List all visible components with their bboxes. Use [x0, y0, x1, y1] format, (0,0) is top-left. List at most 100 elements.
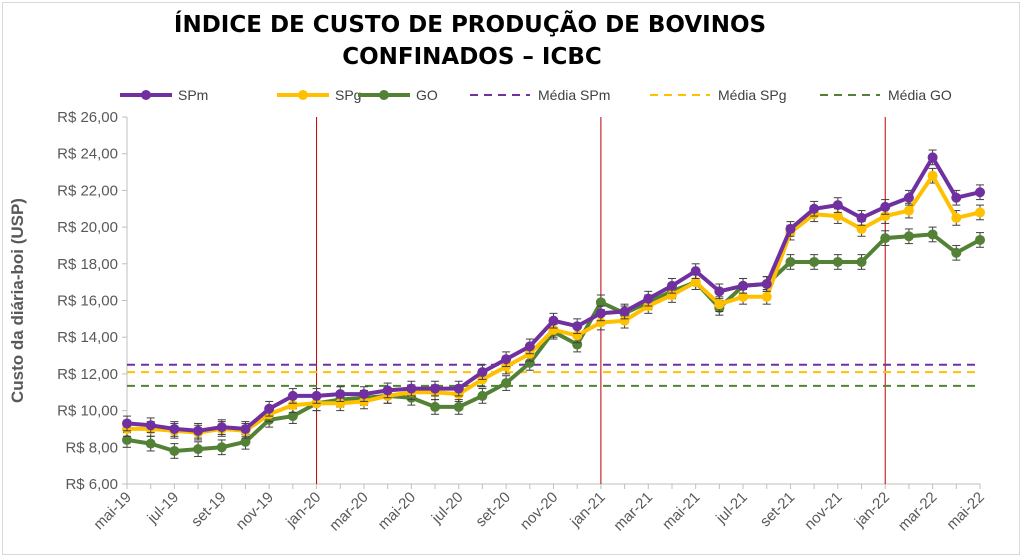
data-point-spm: [738, 280, 749, 291]
x-tick-label: jan-21: [567, 489, 609, 531]
data-point-go: [430, 401, 441, 412]
data-point-spm: [193, 425, 204, 436]
legend-label: SPm: [178, 87, 208, 103]
data-point-go: [572, 339, 583, 350]
data-point-go: [856, 256, 867, 267]
data-point-spm: [927, 152, 938, 163]
data-point-go: [287, 411, 298, 422]
data-point-go: [169, 445, 180, 456]
data-point-spm: [595, 308, 606, 319]
chart-title-line: CONFINADOS – ICBC: [342, 44, 602, 70]
y-axis-label: Custo da diária-boi (USP): [8, 198, 27, 403]
data-point-go: [975, 234, 985, 245]
data-point-spg: [903, 205, 914, 216]
data-point-spm: [832, 200, 843, 211]
series-spm: [122, 149, 985, 439]
axes: Custo da diária-boi (USP) R$ 6,00 R$ 8,00 R…: [8, 109, 988, 534]
x-tick-label: mai-21: [659, 489, 703, 533]
x-tick-label: jan-22: [851, 489, 893, 531]
data-point-spg: [287, 400, 298, 411]
data-point-spm: [548, 315, 559, 326]
data-point-go: [832, 256, 843, 267]
x-tick-label: mai-20: [375, 489, 419, 533]
legend-label: SPg: [335, 87, 361, 103]
data-point-spg: [832, 211, 843, 222]
data-point-go: [193, 444, 204, 455]
data-point-go: [477, 390, 488, 401]
data-point-spm: [264, 403, 275, 414]
data-point-go: [880, 233, 891, 244]
data-point-spm: [880, 201, 891, 212]
data-point-spm: [975, 187, 985, 198]
legend-item-spg: SPg: [277, 87, 361, 103]
data-point-spm: [524, 341, 535, 352]
chart-title-line: ÍNDICE DE CUSTO DE PRODUÇÃO DE BOVINOS: [174, 10, 766, 38]
data-point-spg: [714, 299, 725, 310]
y-tick-label: R$ 12,00: [57, 366, 118, 383]
data-point-go: [501, 378, 512, 389]
data-point-spm: [216, 422, 227, 433]
data-point-spm: [477, 367, 488, 378]
data-point-spg: [738, 291, 749, 302]
data-point-go: [903, 231, 914, 242]
data-point-spm: [785, 223, 796, 234]
data-point-spm: [311, 390, 322, 401]
y-tick-label: R$ 22,00: [57, 182, 118, 199]
y-tick-label: R$ 8,00: [65, 439, 118, 456]
data-point-spg: [975, 207, 985, 218]
data-point-spm: [951, 192, 962, 203]
data-point-spg: [927, 170, 938, 181]
data-point-spm: [690, 266, 701, 277]
data-point-go: [785, 256, 796, 267]
data-point-spg: [880, 211, 891, 222]
data-point-spm: [382, 385, 393, 396]
data-point-spg: [595, 317, 606, 328]
legend-label: Média GO: [888, 87, 952, 103]
data-point-spm: [335, 389, 346, 400]
y-tick-label: R$ 6,00: [65, 476, 118, 493]
data-point-spm: [453, 383, 464, 394]
data-point-spm: [714, 286, 725, 297]
x-tick-label: set-20: [472, 489, 514, 531]
legend-item-spm: SPm: [120, 87, 208, 103]
x-tick-label: nov-19: [233, 489, 277, 533]
x-tick-label: jul-20: [428, 489, 467, 528]
plot-area: [122, 117, 985, 484]
data-point-go: [927, 229, 938, 240]
x-tick-label: mai-22: [943, 489, 987, 533]
data-point-go: [595, 297, 606, 308]
data-point-go: [240, 436, 251, 447]
data-point-spm: [122, 418, 132, 429]
legend-marker: [379, 90, 389, 100]
data-point-spm: [406, 383, 417, 394]
data-point-spm: [287, 390, 298, 401]
y-tick-label: R$ 20,00: [57, 219, 118, 236]
data-point-spm: [358, 389, 369, 400]
series-spg: [122, 167, 985, 441]
x-tick-label: jan-20: [282, 489, 324, 531]
legend-label: Média SPm: [538, 87, 610, 103]
y-tick-label: R$ 26,00: [57, 109, 118, 126]
legend: SPm SPg GO Média SPm Média SPg Média GO: [120, 87, 952, 103]
x-tick-label: mai-19: [90, 489, 134, 533]
data-point-spg: [335, 398, 346, 409]
x-tick-label: jul-19: [144, 489, 183, 528]
y-tick-label: R$ 18,00: [57, 256, 118, 273]
data-point-go: [216, 442, 227, 453]
data-point-spm: [501, 354, 512, 365]
data-point-spm: [240, 423, 251, 434]
data-point-spm: [572, 321, 583, 332]
data-point-spm: [856, 212, 867, 223]
x-tick-label: set-21: [757, 489, 799, 531]
legend-marker: [298, 90, 308, 100]
x-tick-label: jul-21: [712, 489, 751, 528]
data-point-spg: [572, 330, 583, 341]
data-point-go: [453, 401, 464, 412]
legend-marker: [141, 90, 151, 100]
data-point-go: [809, 256, 820, 267]
data-point-spg: [761, 291, 772, 302]
data-point-go: [145, 438, 156, 449]
data-point-go: [951, 247, 962, 258]
y-tick-label: R$ 16,00: [57, 293, 118, 310]
